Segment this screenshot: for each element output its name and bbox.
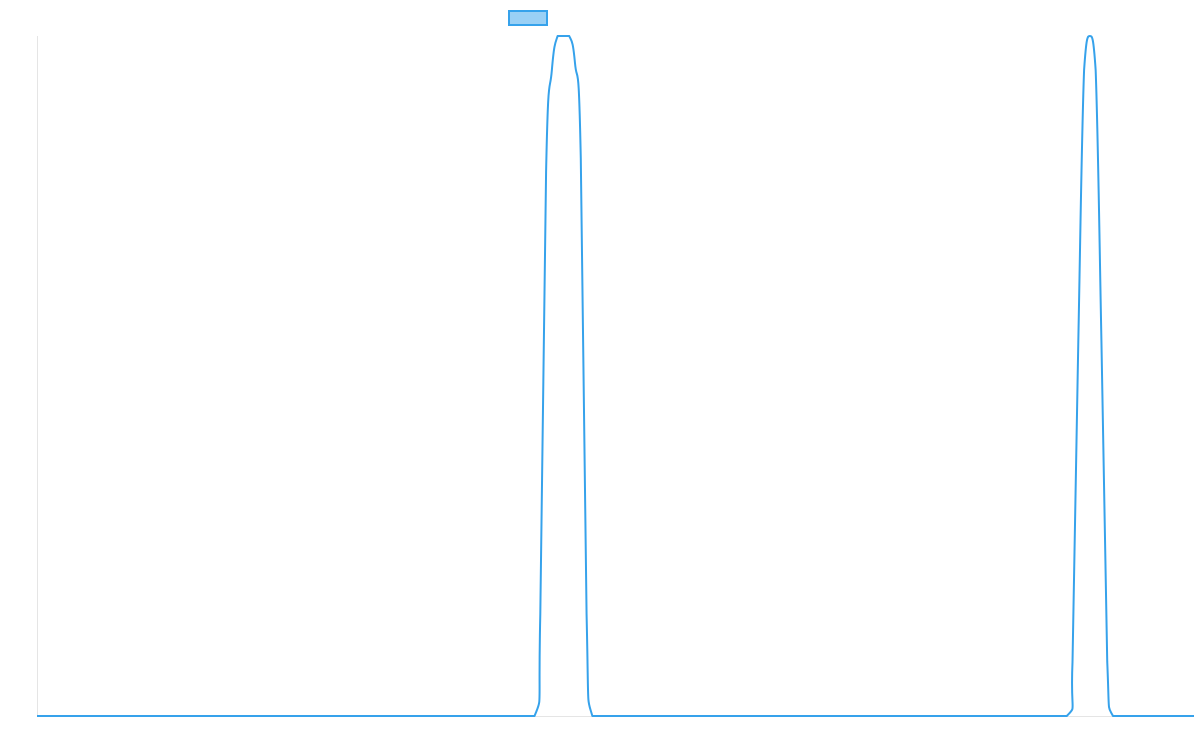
data-point[interactable] [902, 713, 908, 719]
data-point[interactable] [208, 713, 214, 719]
data-point[interactable] [1087, 33, 1093, 39]
data-point[interactable] [150, 713, 156, 719]
data-point[interactable] [537, 611, 543, 617]
data-point[interactable] [728, 713, 734, 719]
data-point[interactable] [589, 713, 595, 719]
data-point[interactable] [1017, 713, 1023, 719]
data-point[interactable] [549, 67, 555, 73]
data-point[interactable] [1070, 659, 1076, 665]
data-point[interactable] [566, 33, 572, 39]
data-point[interactable] [1081, 67, 1087, 73]
data-point[interactable] [572, 60, 578, 66]
data-point[interactable] [265, 713, 271, 719]
data-point[interactable] [670, 713, 676, 719]
data-point[interactable] [1098, 339, 1104, 345]
data-point[interactable] [532, 713, 538, 719]
series-line-0 [37, 35, 1194, 717]
data-point[interactable] [1110, 713, 1116, 719]
data-point[interactable] [786, 713, 792, 719]
data-point[interactable] [960, 713, 966, 719]
data-point[interactable] [543, 169, 549, 175]
data-point[interactable] [323, 713, 329, 719]
data-point[interactable] [584, 611, 590, 617]
data-point[interactable] [1104, 659, 1110, 665]
data-point[interactable] [613, 713, 619, 719]
data-point[interactable] [1133, 713, 1139, 719]
data-point[interactable] [1064, 713, 1070, 719]
data-point[interactable] [844, 713, 850, 719]
data-point[interactable] [381, 713, 387, 719]
data-point[interactable] [439, 713, 445, 719]
data-point[interactable] [555, 33, 561, 39]
series-layer [34, 33, 1197, 719]
data-point[interactable] [1093, 67, 1099, 73]
data-point[interactable] [497, 713, 503, 719]
legend-swatch[interactable] [508, 10, 548, 26]
data-point[interactable] [1075, 339, 1081, 345]
data-point[interactable] [1191, 713, 1197, 719]
data-point[interactable] [578, 155, 584, 161]
data-point[interactable] [34, 713, 40, 719]
data-point[interactable] [560, 33, 566, 39]
data-point[interactable] [92, 713, 98, 719]
